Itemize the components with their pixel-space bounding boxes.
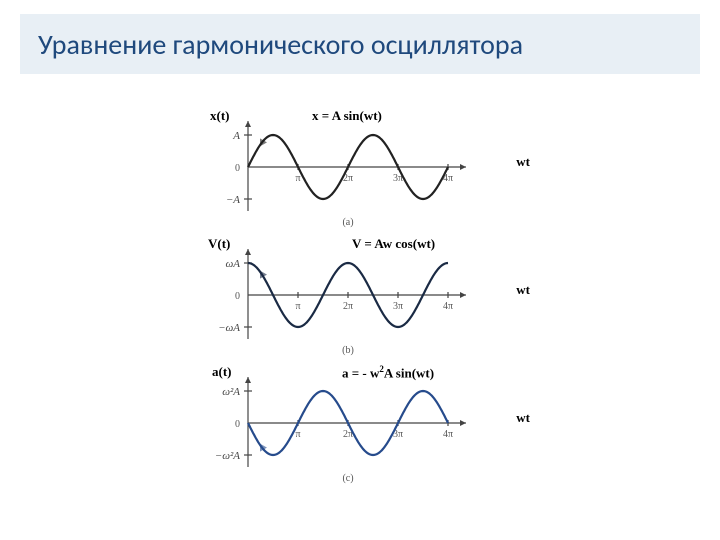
equation-label: V = Aw cos(wt) xyxy=(352,236,435,252)
equation-label: x = A sin(wt) xyxy=(312,108,382,124)
svg-text:−ω²A: −ω²A xyxy=(215,450,240,462)
svg-text:4π: 4π xyxy=(443,301,453,312)
svg-text:0: 0 xyxy=(235,419,240,430)
x-axis-label: wt xyxy=(516,282,530,298)
plot-acceleration: a(t) a = - w2A sin(wt) wt ω²A−ω²A0π2π3π4… xyxy=(190,368,530,488)
svg-text:ωA: ωA xyxy=(226,258,241,270)
y-axis-label: x(t) xyxy=(210,108,230,124)
svg-text:3π: 3π xyxy=(393,301,403,312)
plot-svg: A−A0π2π3π4π(a) xyxy=(210,112,510,232)
x-axis-label: wt xyxy=(516,154,530,170)
y-axis-label: a(t) xyxy=(212,364,232,380)
svg-text:0: 0 xyxy=(235,163,240,174)
x-axis-label: wt xyxy=(516,410,530,426)
plot-velocity: V(t) V = Aw cos(wt) wt ωA−ωA0π2π3π4π(b) xyxy=(190,240,530,360)
svg-text:(a): (a) xyxy=(342,217,353,228)
plot-svg: ω²A−ω²A0π2π3π4π(c) xyxy=(210,368,510,488)
svg-text:π: π xyxy=(295,301,300,312)
plot-displacement: x(t) x = A sin(wt) wt A−A0π2π3π4π(a) xyxy=(190,112,530,232)
y-axis-label: V(t) xyxy=(208,236,230,252)
equation-label: a = - w2A sin(wt) xyxy=(342,364,434,381)
title-band: Уравнение гармонического осциллятора xyxy=(20,14,700,74)
plots-container: x(t) x = A sin(wt) wt A−A0π2π3π4π(a) V(t… xyxy=(0,112,720,488)
svg-text:−A: −A xyxy=(226,194,240,206)
svg-text:π: π xyxy=(295,429,300,440)
svg-text:−ωA: −ωA xyxy=(218,322,240,334)
svg-text:ω²A: ω²A xyxy=(222,386,240,398)
svg-text:A: A xyxy=(232,130,240,142)
svg-text:2π: 2π xyxy=(343,301,353,312)
svg-text:0: 0 xyxy=(235,291,240,302)
plot-svg: ωA −ωA 0 π 2π 3π 4π (b) xyxy=(210,240,510,360)
svg-text:(b): (b) xyxy=(342,345,354,356)
svg-text:4π: 4π xyxy=(443,429,453,440)
svg-text:π: π xyxy=(295,173,300,184)
svg-text:(c): (c) xyxy=(342,473,353,484)
page-title: Уравнение гармонического осциллятора xyxy=(38,27,523,62)
